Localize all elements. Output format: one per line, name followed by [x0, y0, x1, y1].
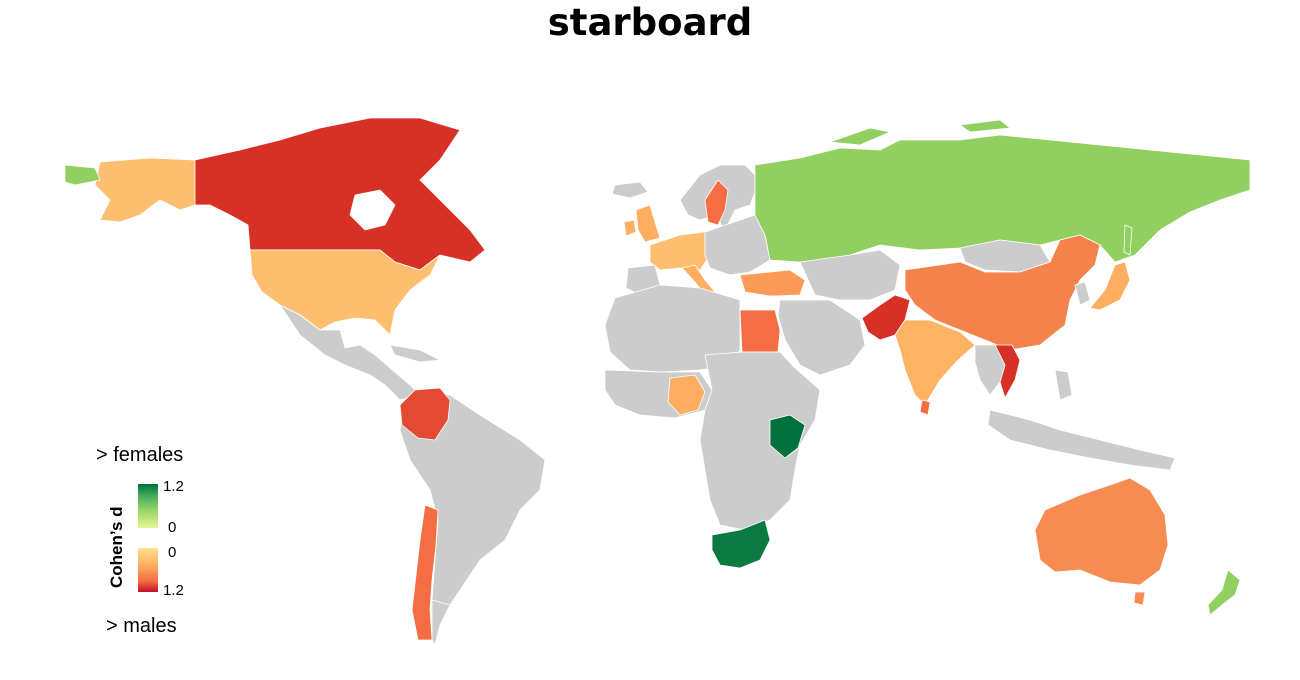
legend-bottom-label: > males — [106, 615, 177, 637]
legend-female-max: 1.2 — [163, 478, 184, 495]
region-china[interactable] — [904, 234, 1101, 351]
region-argentina-south[interactable] — [431, 599, 451, 646]
region-madagascar[interactable] — [805, 481, 826, 521]
region-india[interactable] — [894, 319, 976, 406]
region-colombia[interactable] — [399, 387, 451, 441]
region-uk[interactable] — [635, 204, 661, 243]
map-title: starboard — [547, 1, 753, 44]
region-alaska[interactable] — [94, 157, 196, 223]
legend-male-min: 0 — [168, 544, 176, 561]
region-korea — [1074, 281, 1091, 306]
region-australia[interactable] — [1034, 477, 1169, 586]
legend: > females 1.2 0 0 1.2 Cohen’s d > males — [96, 444, 184, 637]
region-greenland[interactable] — [419, 109, 611, 206]
region-sweden[interactable] — [704, 179, 729, 226]
hudson-bay — [349, 189, 396, 231]
region-central-africa[interactable] — [699, 351, 821, 531]
region-western-europe[interactable] — [649, 231, 711, 271]
region-southeast-asia[interactable] — [974, 344, 1006, 396]
region-south-america[interactable] — [399, 389, 546, 621]
region-philippines — [1054, 369, 1073, 401]
region-south-africa[interactable] — [711, 519, 771, 569]
region-italy[interactable] — [681, 264, 716, 296]
region-caribbean — [389, 344, 441, 363]
legend-female-min: 0 — [168, 519, 176, 536]
region-indonesia[interactable] — [987, 409, 1176, 471]
region-arctic-islands — [829, 127, 891, 146]
region-japan[interactable] — [1089, 261, 1131, 311]
region-arctic-islands-2 — [959, 119, 1011, 133]
legend-top-label: > females — [96, 444, 183, 466]
region-sri-lanka[interactable] — [919, 399, 931, 416]
region-sakhalin — [1123, 224, 1133, 256]
region-canada[interactable] — [194, 117, 486, 271]
region-mexico-central[interactable] — [279, 304, 421, 401]
region-ireland[interactable] — [623, 219, 637, 237]
region-nigeria[interactable] — [667, 374, 706, 416]
region-middle-east[interactable] — [777, 299, 866, 376]
legend-female-gradient — [138, 484, 158, 528]
region-tasmania — [1133, 591, 1146, 606]
legend-male-gradient — [138, 548, 158, 592]
legend-male-max: 1.2 — [163, 582, 184, 599]
region-turkey[interactable] — [739, 269, 806, 297]
region-iceland — [611, 181, 649, 199]
region-egypt[interactable] — [739, 309, 781, 353]
region-kenya[interactable] — [769, 414, 806, 459]
legend-axis-title: Cohen’s d — [107, 506, 126, 588]
region-central-asia[interactable] — [799, 249, 901, 301]
region-new-zealand[interactable] — [1207, 569, 1241, 616]
region-chukotka-west — [64, 164, 101, 186]
